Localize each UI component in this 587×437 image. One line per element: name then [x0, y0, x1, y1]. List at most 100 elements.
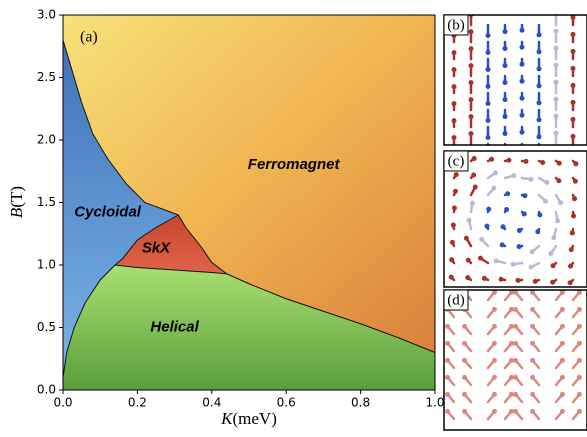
spin-head — [576, 408, 582, 414]
spin-head — [536, 100, 542, 106]
spin-head — [508, 340, 514, 346]
spin-head — [491, 290, 497, 295]
spin-head — [559, 340, 565, 346]
x-tick-label: 0.6 — [277, 396, 296, 410]
spin-head — [570, 31, 576, 37]
spin-head — [576, 290, 582, 295]
spin-head — [553, 79, 559, 85]
spin-head — [550, 263, 556, 269]
spin-head — [491, 408, 497, 414]
spin-head — [530, 340, 536, 346]
spin-head — [472, 184, 478, 190]
spin-head — [479, 237, 485, 243]
phase-boundary — [226, 273, 436, 353]
spin-head — [572, 178, 578, 184]
spin-head — [535, 229, 541, 235]
spin-head — [559, 290, 565, 295]
y-tick-label: 2.0 — [37, 133, 56, 147]
spin-head — [530, 357, 536, 363]
spin-head — [559, 374, 565, 380]
spin-head — [559, 306, 565, 312]
spin-head — [477, 255, 483, 261]
spin-head — [462, 357, 468, 363]
spin-head — [553, 45, 559, 51]
inset-label-bg — [443, 289, 469, 311]
spin-head — [466, 217, 472, 223]
spin-head — [491, 185, 497, 191]
spin-head — [513, 374, 519, 380]
spin-head — [530, 306, 536, 312]
spin-head — [530, 323, 536, 329]
spin-head — [516, 244, 522, 250]
inset-frame — [443, 289, 587, 431]
y-tick-label: 2.5 — [37, 70, 56, 84]
inset-label: (d) — [447, 292, 465, 308]
phase-boundary — [114, 214, 179, 266]
spin-head — [468, 80, 474, 86]
spin-head — [491, 357, 497, 363]
x-tick-label: 0.8 — [351, 396, 370, 410]
spin-head — [576, 306, 582, 312]
spin-head — [556, 178, 562, 184]
spin-head — [502, 80, 508, 86]
spin-head — [515, 277, 521, 283]
spin-head — [523, 158, 529, 164]
spin-head — [553, 15, 559, 17]
phase-boundary — [62, 264, 116, 378]
spin-head — [508, 374, 514, 380]
spin-head — [491, 391, 497, 397]
spin-head — [462, 323, 468, 329]
spin-head — [508, 323, 514, 329]
spin-head — [570, 65, 576, 71]
spin-head — [568, 263, 574, 269]
spin-head — [537, 212, 543, 218]
spin-head — [536, 134, 542, 140]
spin-head — [489, 156, 495, 162]
spin-head — [570, 116, 576, 122]
spin-head — [570, 99, 576, 105]
spin-head — [576, 391, 582, 397]
spin-head — [453, 172, 459, 178]
x-symbol: K — [220, 409, 234, 428]
spin-head — [559, 408, 565, 414]
spin-head — [511, 173, 517, 179]
spin-head — [548, 250, 554, 256]
spin-head — [462, 408, 468, 414]
spin-head — [513, 391, 519, 397]
spin-head — [502, 97, 508, 103]
spin-head — [553, 113, 559, 119]
inset-content — [444, 15, 587, 145]
inset-content — [444, 290, 587, 430]
inset-panel: (d) — [443, 289, 587, 431]
spin-head — [544, 179, 550, 185]
spin-head — [481, 275, 487, 281]
spin-head — [498, 276, 504, 282]
spin-head — [491, 306, 497, 312]
inset-frame — [443, 150, 587, 288]
spin-head — [519, 95, 525, 101]
spin-head — [540, 159, 546, 165]
y-axis-label: B(T) — [7, 186, 26, 218]
spin-head — [519, 27, 525, 33]
spin-head — [445, 408, 451, 414]
spin-head — [462, 391, 468, 397]
ferromagnet-region — [63, 15, 435, 353]
spin-head — [576, 323, 582, 329]
spin-head — [513, 357, 519, 363]
x-tick-label: 0.4 — [202, 396, 221, 410]
spin-head — [502, 29, 508, 35]
spin-head — [451, 50, 457, 56]
y-tick-label: 0.5 — [37, 320, 56, 334]
spin-head — [519, 78, 525, 84]
x-unit: (meV) — [232, 409, 276, 428]
inset-label: (b) — [447, 17, 465, 33]
spin-head — [536, 117, 542, 123]
y-tick-label: 1.5 — [37, 195, 56, 209]
spin-head — [445, 357, 451, 363]
spin-head — [451, 101, 457, 107]
spin-head — [573, 161, 579, 167]
spin-head — [576, 340, 582, 346]
spin-head — [551, 235, 557, 241]
spin-head — [569, 230, 575, 236]
